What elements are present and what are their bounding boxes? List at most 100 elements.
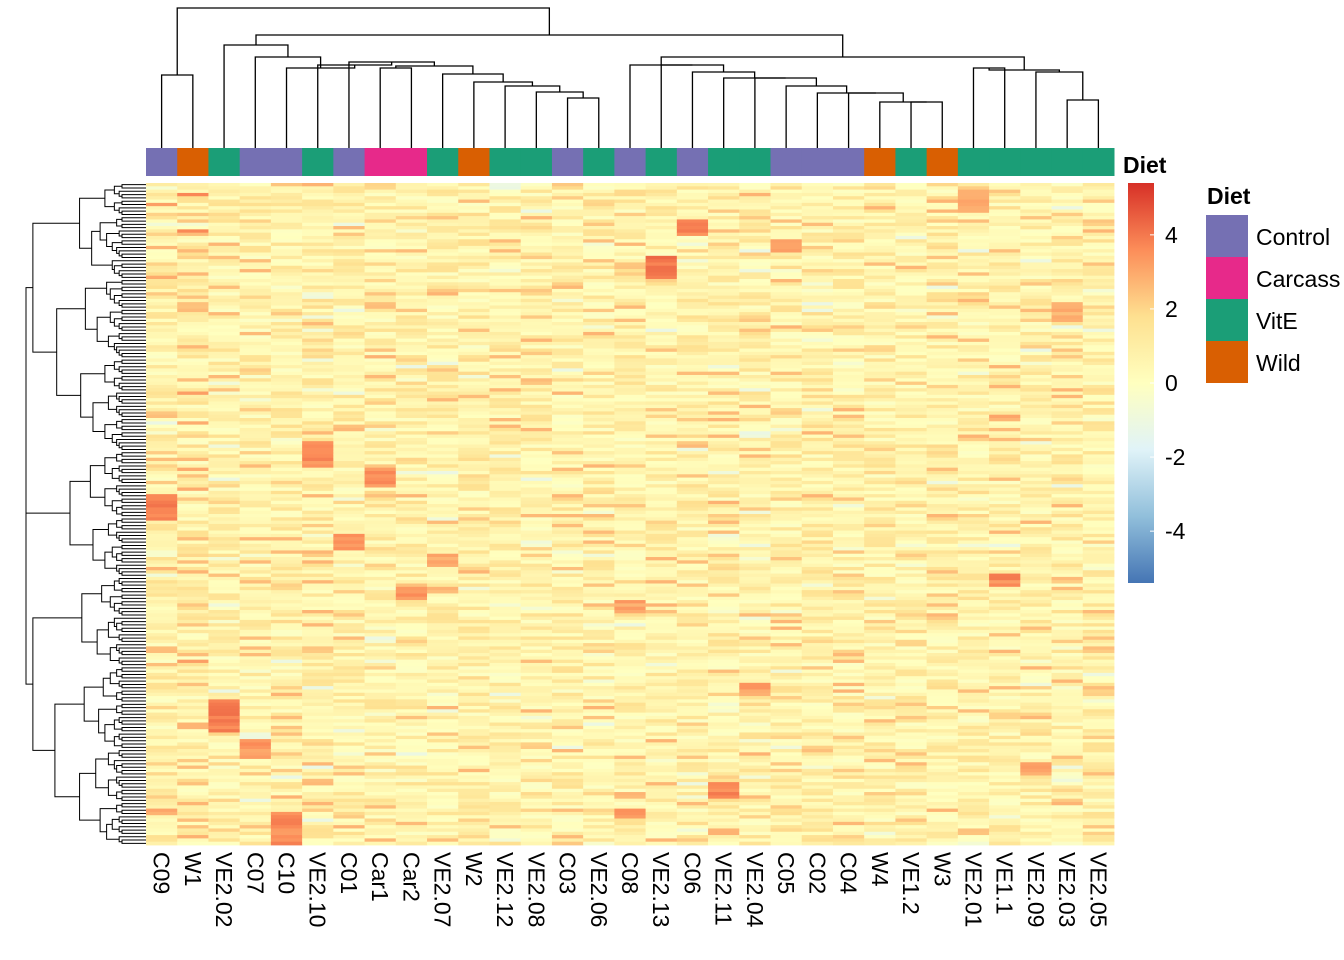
heatmap-cell [458, 490, 490, 495]
heatmap-cell [270, 798, 303, 803]
heatmap-cell [302, 686, 334, 690]
heatmap-cell [395, 590, 428, 594]
heatmap-cell [427, 676, 459, 680]
heatmap-cell [864, 434, 896, 439]
heatmap-cell [239, 808, 272, 813]
heatmap-cell [489, 434, 522, 439]
heatmap-cell [146, 196, 178, 200]
heatmap-cell [708, 792, 740, 796]
heatmap-cell [708, 470, 740, 475]
heatmap-cell [302, 391, 334, 396]
heatmap-cell [270, 401, 303, 406]
heatmap-cell [708, 232, 740, 237]
heatmap-cell [489, 712, 522, 717]
heatmap-cell [146, 537, 178, 541]
heatmap-cell [739, 338, 771, 343]
heatmap-cell [770, 557, 803, 561]
heatmap-cell [739, 378, 771, 382]
heatmap-cell [146, 563, 178, 568]
heatmap-cell [583, 226, 615, 230]
heatmap-cell [270, 494, 303, 498]
heatmap-cell [676, 656, 709, 661]
heatmap-cell [395, 262, 428, 267]
heatmap-cell [395, 801, 428, 806]
heatmap-cell [708, 328, 740, 333]
heatmap-cell [270, 507, 303, 512]
heatmap-cell [583, 186, 615, 191]
heatmap-cell [364, 371, 397, 376]
heatmap-cell [489, 454, 522, 459]
heatmap-cell [427, 510, 459, 515]
heatmap-cell [801, 533, 834, 538]
heatmap-cell [739, 514, 771, 518]
annotation-cell [489, 148, 522, 176]
heatmap-cell [645, 603, 678, 608]
heatmap-cell [364, 447, 397, 452]
heatmap-cell [427, 226, 459, 230]
heatmap-cell [551, 216, 584, 220]
heatmap-cell [801, 510, 834, 515]
heatmap-cell [302, 825, 334, 829]
heatmap-cell [177, 676, 209, 680]
heatmap-cell [489, 487, 522, 492]
heatmap-cell [520, 530, 553, 535]
heatmap-cell [832, 815, 865, 819]
heatmap-cell [676, 586, 709, 591]
heatmap-cell [770, 719, 803, 723]
heatmap-cell [302, 345, 334, 349]
heatmap-cell [302, 514, 334, 518]
heatmap-cell [551, 504, 584, 508]
heatmap-cell [770, 418, 803, 422]
heatmap-cell [395, 815, 428, 819]
heatmap-cell [676, 288, 709, 293]
heatmap-cell [801, 523, 834, 528]
heatmap-cell [302, 656, 334, 661]
heatmap-cell [427, 305, 459, 310]
heatmap-cell [708, 278, 740, 283]
heatmap-cell [395, 401, 428, 406]
annotation-cell [239, 148, 272, 176]
heatmap-cell [333, 629, 365, 634]
heatmap-cell [739, 735, 771, 740]
heatmap-cell [177, 682, 209, 687]
heatmap-cell [739, 408, 771, 412]
heatmap-cell [270, 636, 303, 641]
heatmap-cell [146, 239, 178, 243]
heatmap-cell [208, 533, 241, 538]
heatmap-cell [739, 533, 771, 538]
heatmap-cell [583, 358, 615, 363]
heatmap-cell [458, 752, 490, 757]
heatmap-cell [146, 388, 178, 392]
heatmap-cell [708, 355, 740, 359]
heatmap-cell [614, 699, 647, 704]
heatmap-cell [458, 662, 490, 667]
heatmap-cell [801, 609, 834, 614]
heatmap-cell [395, 427, 428, 432]
heatmap-cell [770, 374, 803, 379]
heatmap-cell [801, 365, 834, 369]
heatmap-cell [551, 404, 584, 409]
heatmap-cell [146, 252, 178, 257]
heatmap-cell [864, 229, 896, 234]
heatmap-cell [614, 553, 647, 558]
heatmap-cell [302, 186, 334, 191]
heatmap-cell [583, 219, 615, 224]
heatmap-cell [614, 322, 647, 326]
heatmap-cell [489, 378, 522, 382]
heatmap-cell [333, 497, 365, 502]
heatmap-cell [395, 523, 428, 528]
heatmap-cell [395, 666, 428, 670]
heatmap-cell [333, 278, 365, 283]
heatmap-cell [270, 841, 303, 846]
heatmap-cell [270, 666, 303, 670]
heatmap-cell [645, 563, 678, 568]
heatmap-cell [208, 606, 241, 611]
heatmap-cell [739, 752, 771, 757]
heatmap-cell [146, 666, 178, 670]
heatmap-cell [177, 322, 209, 326]
heatmap-cell [458, 474, 490, 478]
heatmap-cell [676, 480, 709, 485]
heatmap-cell [208, 467, 241, 472]
heatmap-cell [770, 662, 803, 667]
heatmap-cell [395, 566, 428, 571]
